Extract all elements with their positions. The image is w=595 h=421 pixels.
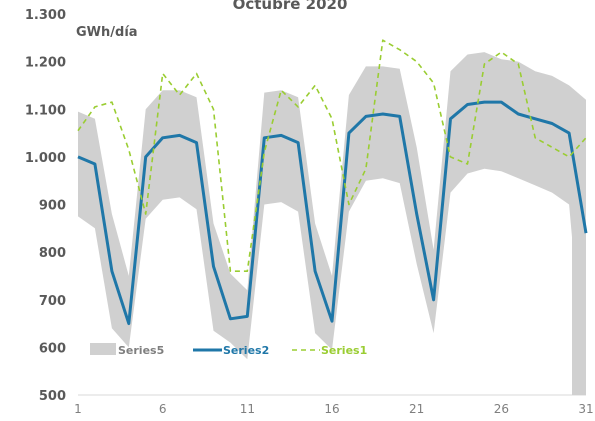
legend-label-series2: Series2 [223,344,269,357]
y-tick-label: 1.100 [25,103,66,118]
legend-label-series5: Series5 [118,344,164,357]
x-tick-label: 11 [240,402,255,416]
x-tick-label: 21 [409,402,424,416]
y-tick-label: 500 [39,389,66,404]
chart-title: Octubre 2020 [233,0,348,13]
legend-label-series1: Series1 [321,344,367,357]
series-line-series2 [77,100,588,326]
band-series5-end-bar [572,204,586,395]
x-tick-label: 16 [324,402,339,416]
legend-swatch-series5 [90,343,116,355]
y-tick-label: 700 [39,294,66,309]
y-tick-label: 800 [39,246,66,261]
y-tick-label: 1.200 [25,56,66,71]
x-tick-label: 6 [159,402,167,416]
x-tick-label: 26 [494,402,509,416]
x-axis: 1 6 11 16 21 26 31 [74,394,594,416]
legend: Series5 Series2 Series1 [90,343,367,357]
band-series5-area [78,52,586,395]
x-tick-label: 31 [578,402,593,416]
unit-label: GWh/día [76,25,138,40]
y-tick-label: 600 [39,341,66,356]
y-tick-label: 1.300 [25,8,66,23]
x-tick-label: 1 [74,402,82,416]
y-tick-label: 1.000 [25,151,66,166]
y-axis: 500 600 700 800 900 1.000 1.100 1.200 1.300 [25,8,66,404]
y-tick-label: 900 [39,199,66,214]
plot-area [77,39,588,395]
